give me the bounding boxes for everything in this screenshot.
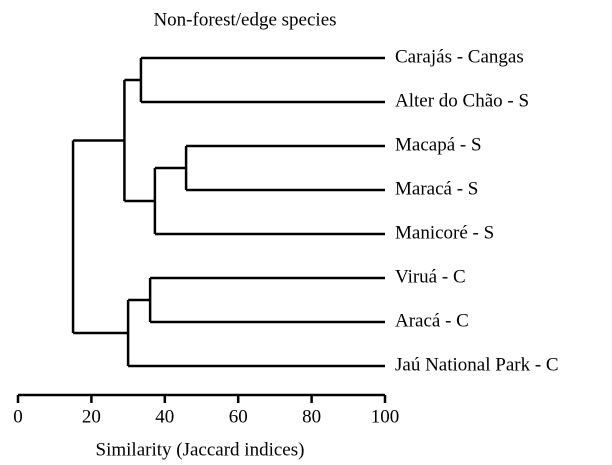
x-tick-label: 60 <box>229 406 248 427</box>
leaf-label: Maracá - S <box>395 178 478 199</box>
x-tick-label: 0 <box>13 406 23 427</box>
x-axis-label: Similarity (Jaccard indices) <box>96 439 305 460</box>
leaf-label: Carajás - Cangas <box>395 46 524 67</box>
leaf-label: Jaú National Park - C <box>395 354 559 375</box>
leaf-label: Manicoré - S <box>395 222 494 243</box>
chart-title: Non-forest/edge species <box>153 9 336 30</box>
x-tick-label: 100 <box>371 406 400 427</box>
leaf-label: Alter do Chão - S <box>395 90 529 111</box>
x-tick-label: 20 <box>82 406 101 427</box>
leaf-label: Aracá - C <box>395 310 469 331</box>
x-tick-label: 40 <box>155 406 174 427</box>
leaf-label: Macapá - S <box>395 134 482 155</box>
leaf-label: Viruá - C <box>395 266 466 287</box>
x-tick-label: 80 <box>302 406 321 427</box>
